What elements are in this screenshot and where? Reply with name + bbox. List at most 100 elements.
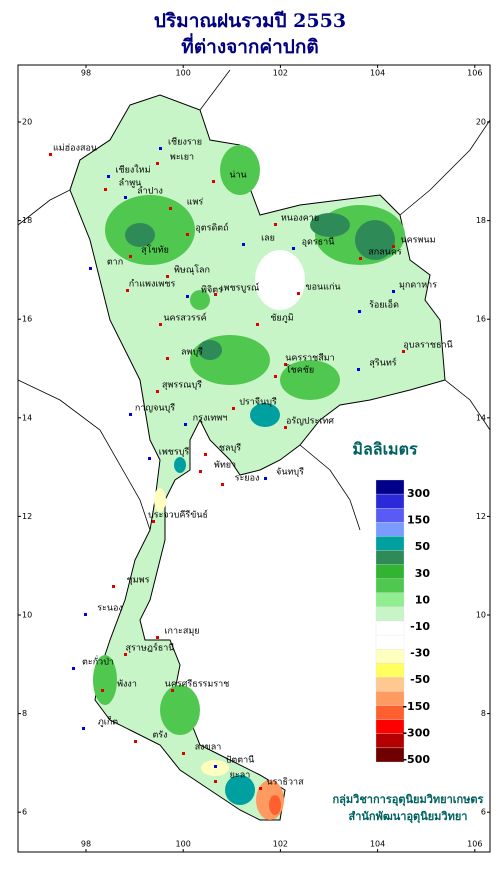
legend-swatch: [375, 634, 405, 650]
place-label: ชลบุรี: [219, 443, 241, 454]
station-dot: [274, 223, 277, 226]
place-label: พิษณุโลก: [174, 265, 210, 276]
station-dot: [112, 585, 115, 588]
lon-tick-label: 98: [81, 840, 91, 849]
legend-label: -50: [410, 673, 430, 686]
place-label: อุตรดิตถ์: [195, 222, 228, 234]
thailand: [69, 94, 446, 821]
station-dot: [186, 295, 189, 298]
lat-tick-label: 14: [22, 413, 32, 422]
lat-tick-label: 8: [481, 709, 486, 718]
station-dot: [357, 368, 360, 371]
station-dot: [292, 247, 295, 250]
station-dot: [358, 310, 361, 313]
lon-tick-label: 100: [176, 840, 191, 849]
legend-swatch: [375, 550, 405, 565]
title: ปริมาณฝนรวมปี 2553: [154, 10, 346, 32]
place-label: พัทยา: [214, 461, 236, 471]
station-dot: [274, 375, 277, 378]
station-dot: [182, 752, 185, 755]
station-dot: [124, 653, 127, 656]
legend-label: -30: [410, 647, 430, 660]
subtitle: ที่ต่างจากค่าปกติ: [181, 33, 318, 58]
place-label: พิจิตร: [201, 285, 223, 296]
place-label: ปัตตานี: [226, 755, 255, 766]
place-label: เลย: [261, 234, 275, 244]
station-dot: [186, 233, 189, 236]
place-label: ตาก: [107, 258, 123, 268]
legend-label: 10: [415, 593, 431, 606]
station-dot: [129, 255, 132, 258]
legend-swatch: [375, 691, 405, 706]
lat-tick-label: 16: [476, 315, 486, 324]
legend-swatch: [375, 705, 405, 720]
lon-tick-label: 98: [81, 69, 91, 78]
legend-swatch: [375, 536, 405, 551]
anomaly-areas: [93, 145, 405, 820]
place-label: จันทบุรี: [276, 467, 304, 478]
legend-swatch: [375, 649, 405, 664]
legend-swatch: [375, 522, 405, 537]
station-dot: [152, 520, 155, 523]
legend-swatch: [375, 719, 405, 734]
place-label: สุรินทร์: [369, 357, 396, 369]
lat-tick-label: 20: [476, 118, 486, 127]
lat-tick-label: 12: [476, 512, 486, 521]
station-dot: [256, 323, 259, 326]
station-dot: [166, 357, 169, 360]
lat-tick-label: 18: [476, 216, 486, 225]
legend-swatch: [375, 677, 405, 692]
station-dot: [284, 426, 287, 429]
lat-tick-label: 8: [22, 709, 27, 718]
legend-swatch: [375, 479, 405, 495]
legend-swatch: [375, 578, 405, 593]
legend-swatch: [375, 508, 405, 523]
station-dot: [82, 727, 85, 730]
station-dot: [284, 363, 287, 366]
station-dot: [402, 350, 405, 353]
place-label: นครพนม: [400, 236, 435, 246]
place-label: โชคชัย: [286, 365, 314, 376]
station-dot: [129, 413, 132, 416]
place-label: สุโขทัย: [141, 245, 169, 256]
legend-label: 150: [407, 514, 430, 527]
place-label: นครศรีธรรมราช: [165, 679, 230, 690]
place-label: เพชรบูรณ์: [221, 282, 260, 294]
station-dot: [212, 180, 215, 183]
place-label: แพร่: [187, 198, 204, 208]
credit: กลุ่มวิชาการอุตุนิยมวิทยาเกษตร: [333, 793, 484, 807]
place-label: ระยอง: [235, 474, 260, 484]
lon-tick-label: 104: [370, 840, 385, 849]
station-dot: [72, 667, 75, 670]
place-label: เพชรบุรี: [159, 447, 190, 458]
place-label: เชียงราย: [168, 137, 202, 148]
place-label: ร้อยเอ็ด: [369, 298, 399, 311]
station-dot: [221, 483, 224, 486]
place-label: ยะลา: [230, 771, 251, 781]
station-dot: [124, 196, 127, 199]
station-dot: [159, 323, 162, 326]
lat-tick-label: 18: [22, 216, 32, 225]
station-dot: [169, 207, 172, 210]
place-label: แม่ฮ่องสอน: [53, 144, 97, 154]
place-label: มุกดาหาร: [399, 281, 437, 291]
station-dot: [84, 613, 87, 616]
station-dot: [259, 787, 262, 790]
lon-tick-label: 102: [273, 840, 288, 849]
legend-label: -150: [402, 700, 430, 713]
station-dot: [392, 290, 395, 293]
station-dot: [264, 477, 267, 480]
place-label: ลำพูน: [119, 178, 142, 189]
place-label: กรุงเทพฯ: [193, 414, 228, 424]
legend-label: 30: [415, 567, 431, 580]
legend-label: 300: [407, 487, 430, 500]
station-dot: [171, 689, 174, 692]
lon-tick-label: 106: [467, 69, 482, 78]
place-label: อุบลราชธานี: [403, 340, 452, 351]
place-label: กาญจนบุรี: [135, 403, 175, 414]
station-dot: [166, 275, 169, 278]
station-dot: [107, 175, 110, 178]
place-label: นราธิวาส: [266, 777, 304, 788]
legend-label: 50: [415, 540, 431, 553]
